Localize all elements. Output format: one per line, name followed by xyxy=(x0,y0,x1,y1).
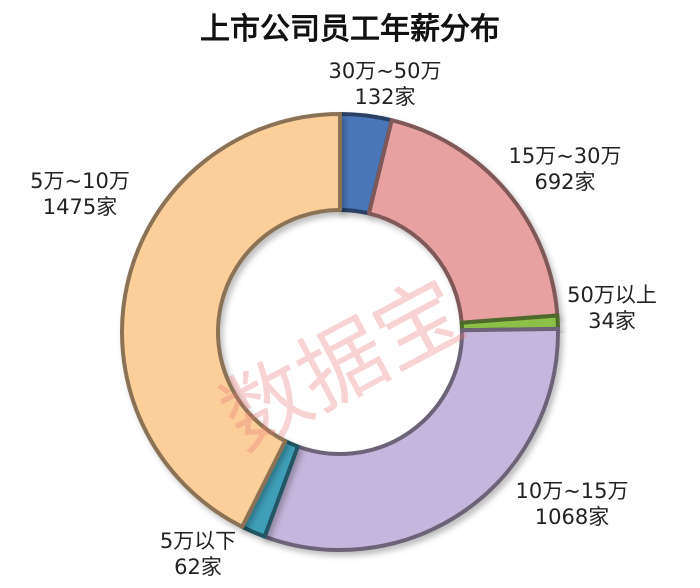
slice-label-range-3: 50万以上 xyxy=(567,283,657,307)
slice-4 xyxy=(262,326,560,552)
slice-2 xyxy=(366,118,560,325)
slice-label-count-6: 1475家 xyxy=(43,195,117,219)
slice-label-range-1: 30万~50万 xyxy=(328,59,441,83)
slice-label-range-5: 5万以下 xyxy=(160,529,236,553)
slice-label-count-4: 1068家 xyxy=(535,505,609,529)
slice-6 xyxy=(120,112,342,529)
slice-label-range-6: 5万~10万 xyxy=(30,169,130,193)
slice-label-range-2: 15万~30万 xyxy=(508,144,621,168)
slice-label-count-1: 132家 xyxy=(354,85,415,109)
slice-label-count-2: 692家 xyxy=(534,170,595,194)
slice-label-count-5: 62家 xyxy=(174,555,222,579)
slice-label-count-3: 34家 xyxy=(588,309,636,333)
slice-label-range-4: 10万~15万 xyxy=(515,479,628,503)
chart-title: 上市公司员工年薪分布 xyxy=(200,12,500,47)
